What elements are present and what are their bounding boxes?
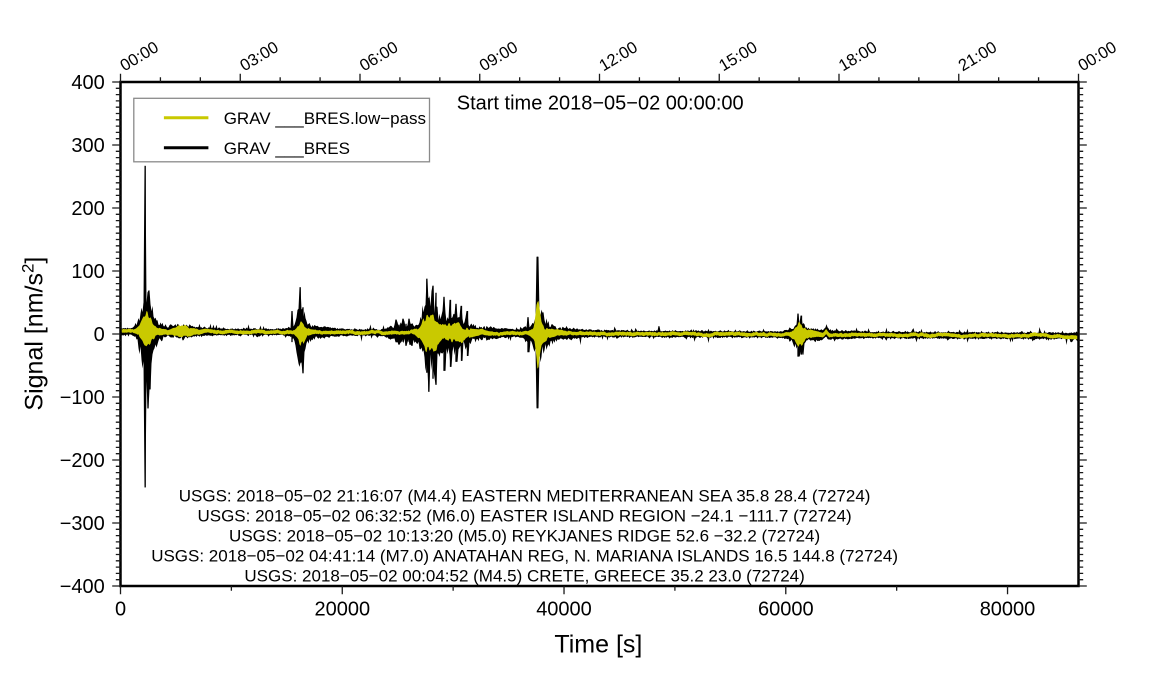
svg-text:0: 0 bbox=[115, 598, 126, 620]
svg-text:20000: 20000 bbox=[314, 598, 370, 620]
svg-text:60000: 60000 bbox=[758, 598, 814, 620]
svg-text:−300: −300 bbox=[60, 513, 105, 535]
svg-text:80000: 80000 bbox=[980, 598, 1036, 620]
svg-text:40000: 40000 bbox=[536, 598, 592, 620]
svg-text:GRAV ___BRES: GRAV ___BRES bbox=[224, 139, 350, 158]
svg-text:100: 100 bbox=[71, 261, 104, 283]
svg-text:USGS: 2018−05−02 10:13:20 (M5.: USGS: 2018−05−02 10:13:20 (M5.0) REYKJAN… bbox=[229, 527, 820, 546]
svg-text:USGS: 2018−05−02 00:04:52 (M4.: USGS: 2018−05−02 00:04:52 (M4.5) CRETE, … bbox=[244, 567, 804, 586]
svg-text:GRAV ___BRES.low−pass: GRAV ___BRES.low−pass bbox=[224, 109, 426, 128]
svg-text:400: 400 bbox=[71, 72, 104, 94]
svg-text:Start time 2018−05−02 00:00:00: Start time 2018−05−02 00:00:00 bbox=[457, 93, 744, 115]
svg-text:200: 200 bbox=[71, 198, 104, 220]
svg-text:0: 0 bbox=[94, 324, 105, 346]
svg-text:USGS: 2018−05−02 06:32:52 (M6.: USGS: 2018−05−02 06:32:52 (M6.0) EASTER … bbox=[197, 507, 851, 526]
svg-text:Time [s]: Time [s] bbox=[554, 631, 642, 659]
svg-text:Signal [nm/s2]: Signal [nm/s2] bbox=[19, 257, 49, 411]
svg-text:−200: −200 bbox=[60, 450, 105, 472]
svg-text:USGS: 2018−05−02 04:41:14 (M7.: USGS: 2018−05−02 04:41:14 (M7.0) ANATAHA… bbox=[151, 547, 898, 566]
svg-text:−400: −400 bbox=[60, 576, 105, 598]
svg-text:USGS: 2018−05−02 21:16:07 (M4.: USGS: 2018−05−02 21:16:07 (M4.4) EASTERN… bbox=[179, 487, 871, 506]
svg-text:300: 300 bbox=[71, 135, 104, 157]
svg-text:−100: −100 bbox=[60, 387, 105, 409]
